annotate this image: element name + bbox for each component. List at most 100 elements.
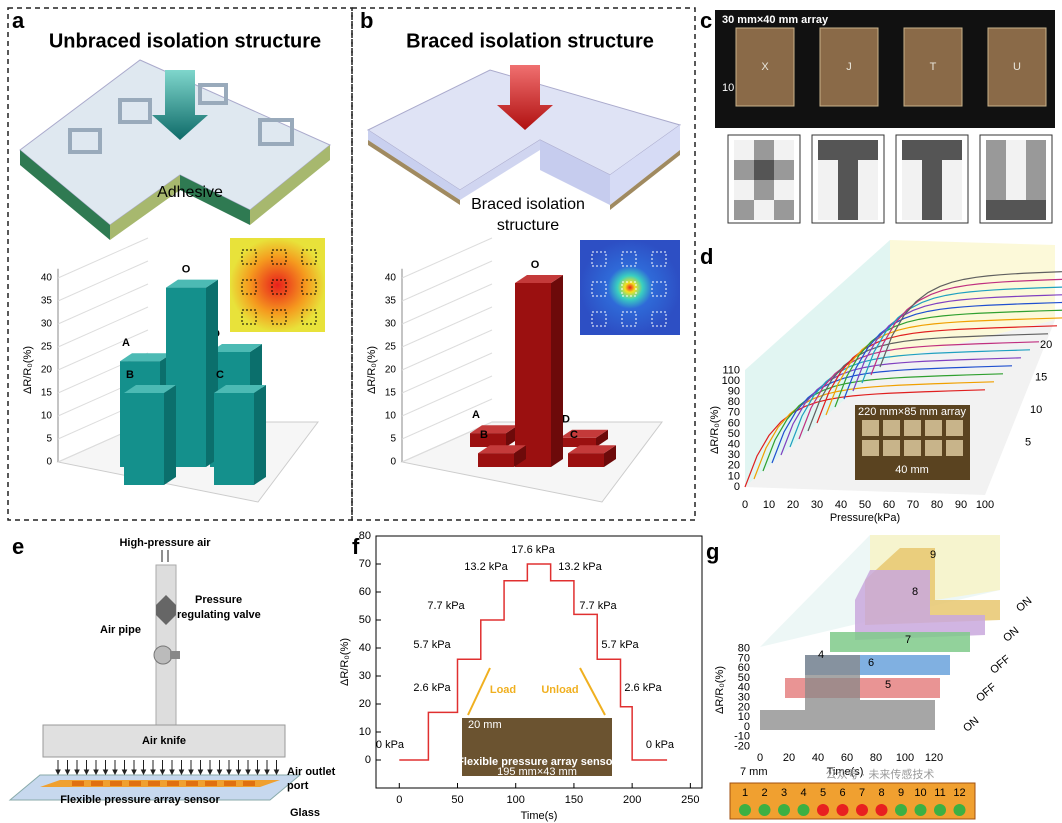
cell-label: 6	[839, 787, 845, 799]
pixel	[942, 200, 962, 220]
x-tick-label: 80	[931, 499, 943, 511]
sensor-cell	[301, 279, 317, 295]
pixel	[858, 140, 878, 160]
x-axis-label: Time(s)	[827, 766, 864, 778]
cell-label: 2	[761, 787, 767, 799]
pixel	[858, 180, 878, 200]
diagram-label: Glass	[290, 807, 320, 819]
y-axis-label: ΔR/R₀(%)	[22, 346, 34, 394]
y-tick-label: 70	[738, 652, 750, 664]
x-axis-label: Pressure(kPa)	[830, 512, 900, 524]
cell-led	[817, 804, 829, 816]
x-tick-label: 0	[396, 794, 402, 806]
arrow-head	[169, 769, 175, 776]
y-tick-label: 0	[390, 457, 396, 468]
pressure-label: 7.7 kPa	[579, 600, 617, 612]
sensor-cell	[271, 249, 287, 265]
x-tick-label: 70	[907, 499, 919, 511]
sensor-photo	[819, 27, 879, 107]
x-tick-label: 20	[787, 499, 799, 511]
sensor-cell	[205, 781, 217, 786]
pixel	[754, 160, 774, 180]
cell-led	[739, 804, 751, 816]
sensor-cell	[651, 251, 667, 267]
bar-top	[210, 344, 262, 352]
inset-cell	[883, 420, 900, 436]
bar-side	[514, 445, 526, 467]
setup-diagram	[8, 564, 302, 801]
cell-led	[914, 804, 927, 816]
sensor-cell	[301, 249, 317, 265]
pixel	[986, 180, 1006, 200]
y-tick-label: 30	[728, 449, 740, 461]
pixel	[818, 180, 838, 200]
pixel	[942, 140, 962, 160]
sensor-cell	[110, 781, 122, 786]
pixel	[986, 200, 1006, 220]
y-tick-label: 40	[728, 439, 740, 451]
pixel	[734, 160, 754, 180]
y-tick-label: 40	[738, 682, 750, 694]
z-tick-label: 5	[1025, 436, 1031, 448]
grid-line	[401, 398, 493, 440]
bar-top	[478, 445, 526, 454]
pressure-label: 7.7 kPa	[427, 600, 465, 612]
x-tick-label: 100	[976, 499, 994, 511]
z-tick-label: 20	[1040, 339, 1052, 351]
inset-cell	[883, 440, 900, 456]
response-curve	[879, 271, 1062, 368]
cell-label: 5	[820, 787, 826, 799]
arrow-head	[131, 769, 137, 776]
y-tick-label: 90	[728, 386, 740, 398]
bar-top	[124, 385, 176, 393]
inset-scale: 20 mm	[468, 719, 502, 731]
diagram-label: Pressure	[195, 594, 242, 606]
pixel	[858, 200, 878, 220]
pixel	[818, 200, 838, 220]
y-tick-label: 40	[385, 273, 397, 284]
pressure-label: 5.7 kPa	[601, 639, 639, 651]
load-label: Load	[490, 684, 516, 696]
photo-letter: J	[846, 61, 852, 73]
y-tick-label: 100	[722, 375, 740, 387]
cell-led	[778, 804, 790, 816]
waterfall-3d	[760, 535, 1000, 730]
grid-line	[57, 329, 149, 371]
y-tick-label: 50	[728, 428, 740, 440]
bar	[214, 393, 254, 485]
inset-cell	[925, 420, 942, 436]
y-axis-label: ΔR/R₀(%)	[366, 346, 378, 394]
grid-line	[401, 329, 493, 371]
y-tick-label: 10	[41, 411, 53, 422]
state-label: ON	[1014, 595, 1034, 615]
cell-label: 10	[914, 787, 926, 799]
bar-label: A	[472, 409, 480, 421]
bar-label: D	[562, 414, 570, 426]
y-tick-label: 5	[390, 434, 396, 445]
pixel	[818, 140, 838, 160]
pixel	[902, 200, 922, 220]
z-tick-label: 15	[1035, 371, 1047, 383]
pixel	[774, 160, 794, 180]
y-tick-label: 30	[41, 319, 53, 330]
y-tick-label: 80	[728, 396, 740, 408]
y-tick-label: 60	[728, 417, 740, 429]
y-tick-label: 15	[41, 388, 53, 399]
scale-label: 40 mm	[895, 464, 929, 476]
bar-top	[120, 353, 172, 362]
bar	[568, 453, 604, 467]
structure-label: structure	[497, 217, 559, 234]
y-tick-label: 40	[41, 273, 53, 284]
x-tick-label: 10	[763, 499, 775, 511]
bar-label: O	[182, 264, 191, 276]
cell-label: 11	[934, 787, 945, 799]
arrow-head	[178, 769, 185, 776]
heatmap-inset	[580, 240, 680, 335]
bar-label: C	[216, 369, 224, 381]
pixel	[902, 180, 922, 200]
photo-letter: U	[1013, 61, 1021, 73]
y-tick-label: 40	[359, 642, 371, 654]
cell-led	[797, 804, 810, 816]
frame-b	[351, 7, 696, 521]
